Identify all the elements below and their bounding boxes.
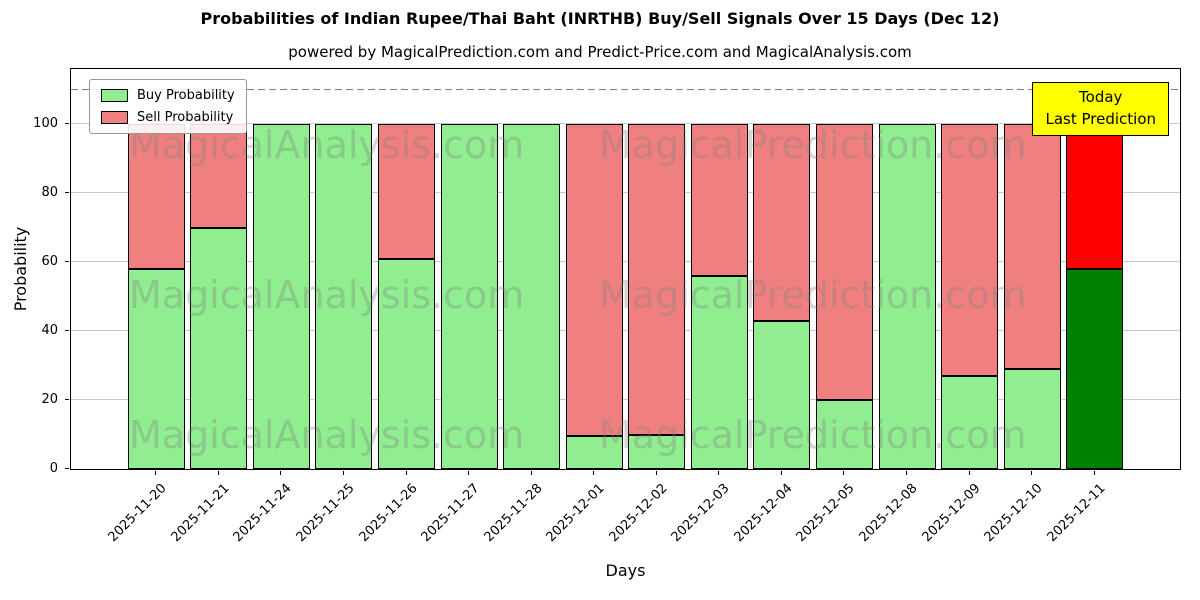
y-tick-mark [65,468,69,469]
watermark-text: MagicalPrediction.com [599,123,1027,167]
y-tick-mark [65,192,69,194]
bar-2025-11-26-buy [378,258,436,469]
chart-subtitle: powered by MagicalPrediction.com and Pre… [288,43,912,61]
x-tick-mark [906,471,908,475]
y-tick-label: 40 [41,323,58,339]
threshold-dashed-line [71,88,1180,90]
x-tick-label: 2025-11-28 [481,481,546,546]
x-tick-mark [968,471,970,475]
bar-2025-12-01-sell [565,124,623,437]
watermark-text: MagicalPrediction.com [599,273,1027,317]
x-tick-label: 2025-11-20 [105,481,170,546]
y-tick-label: 20 [41,392,58,408]
bar-2025-12-11-sell [1066,124,1124,269]
gridline [71,192,1180,194]
x-tick-label: 2025-12-03 [668,481,733,546]
bar-2025-12-10-buy [1003,369,1061,469]
x-tick-mark [468,471,470,475]
legend-label-buy: Buy Probability [137,88,235,103]
x-tick-label: 2025-11-25 [293,481,358,546]
bar-2025-11-26-sell [378,124,436,259]
gridline [71,123,1180,125]
bar-2025-12-08-buy [878,124,936,469]
bar-2025-11-21-buy [190,227,248,469]
bar-2025-12-03-buy [690,275,748,469]
x-tick-mark [217,471,219,475]
x-tick-label: 2025-12-04 [731,481,796,546]
gridline [71,261,1180,263]
legend-item-buy: Buy Probability [101,88,235,103]
x-tick-label: 2025-12-11 [1044,481,1109,546]
legend: Buy Probability Sell Probability [89,79,247,134]
chart-title: Probabilities of Indian Rupee/Thai Baht … [200,9,1000,28]
bar-2025-11-28-buy [503,124,561,469]
bar-2025-11-24-buy [252,124,310,469]
y-tick-mark [65,123,69,125]
bar-2025-12-02-sell [628,124,686,435]
bar-2025-12-02-buy [628,434,686,469]
bar-2025-12-09-buy [941,375,999,469]
y-tick-label: 80 [41,185,58,201]
y-tick-label: 0 [49,461,58,476]
x-tick-mark [593,471,595,475]
bar-2025-11-25-buy [315,124,373,469]
y-tick-label: 100 [33,116,58,132]
x-axis-ticks: 2025-11-20 2025-11-21 2025-11-24 2025-11-25… [70,470,1181,598]
bar-2025-11-27-buy [440,124,498,469]
x-tick-label: 2025-12-10 [981,481,1046,546]
x-tick-label: 2025-11-27 [418,481,483,546]
x-tick-mark [1093,471,1095,475]
bar-2025-11-20-buy [127,269,185,469]
today-annotation-line2: Last Prediction [1045,109,1156,128]
gridline [71,399,1180,401]
x-tick-label: 2025-11-24 [230,481,296,546]
gridline [71,330,1180,332]
bar-2025-12-01-buy [565,436,623,469]
bar-2025-12-09-sell [941,124,999,376]
y-tick-mark [65,261,69,263]
watermark-text: MagicalPrediction.com [599,413,1027,457]
y-tick-mark [65,330,69,332]
bar-2025-12-10-sell [1003,124,1061,369]
y-tick-label: 60 [41,254,58,270]
bar-2025-12-11-buy [1066,269,1124,469]
x-tick-mark [530,471,532,475]
bar-2025-12-05-sell [815,124,873,401]
x-tick-label: 2025-11-26 [356,481,421,546]
x-tick-label: 2025-12-05 [794,481,859,546]
y-tick-mark [65,399,69,401]
legend-swatch-sell-icon [101,111,128,124]
x-tick-label: 2025-11-21 [168,481,233,546]
watermark-text: MagicalAnalysis.com [129,413,525,457]
watermark-text: MagicalAnalysis.com [129,273,525,317]
y-axis-ticks: 0 20 40 60 80 100 [0,69,70,476]
bar-2025-12-04-buy [753,320,811,469]
x-tick-mark [655,471,657,475]
x-tick-mark [843,471,845,475]
bar-2025-12-03-sell [690,124,748,276]
x-tick-label: 2025-12-08 [856,481,921,546]
legend-swatch-buy-icon [101,89,128,102]
bar-2025-11-21-sell [190,124,248,228]
x-tick-mark [155,471,157,475]
bar-2025-12-05-buy [815,400,873,469]
today-annotation: Today Last Prediction [1032,82,1169,136]
x-tick-label: 2025-12-02 [606,481,671,546]
today-annotation-line1: Today [1079,88,1123,106]
bar-2025-12-04-sell [753,124,811,321]
plot-area: Buy Probability Sell Probability Today L… [70,68,1181,470]
x-tick-mark [405,471,407,475]
x-tick-mark [342,471,344,475]
x-tick-mark [780,471,782,475]
x-tick-label: 2025-12-01 [543,481,608,546]
x-tick-label: 2025-12-09 [919,481,984,546]
legend-label-sell: Sell Probability [137,110,234,125]
x-tick-mark [718,471,720,475]
x-axis-label: Days [605,561,646,580]
legend-item-sell: Sell Probability [101,110,235,125]
x-tick-mark [280,471,282,475]
x-tick-mark [1031,471,1033,475]
